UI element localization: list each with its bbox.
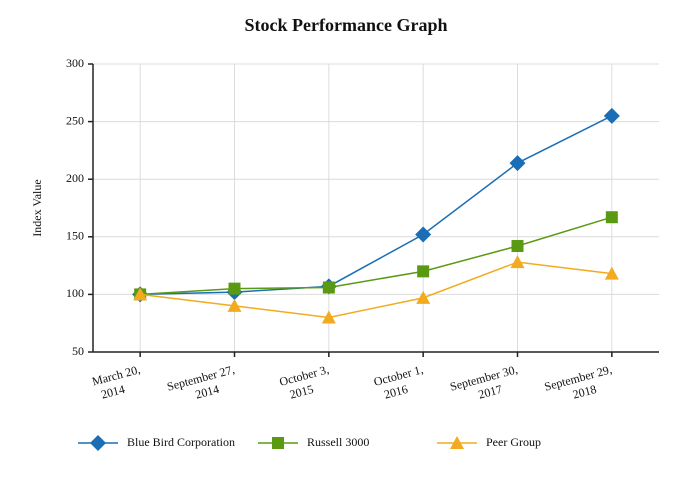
series-line bbox=[140, 216, 613, 296]
y-tick-label: 250 bbox=[66, 113, 84, 127]
marker bbox=[416, 290, 431, 304]
marker bbox=[450, 436, 464, 449]
x-tick-label: March 20,2014 bbox=[90, 362, 145, 403]
legend-label: Blue Bird Corporation bbox=[127, 435, 235, 449]
x-tick-label-line: 2017 bbox=[477, 382, 504, 402]
y-tick-label: 50 bbox=[72, 344, 84, 358]
x-tick-label-line: 2014 bbox=[194, 382, 221, 402]
x-tick-label: September 27,2014 bbox=[165, 362, 239, 408]
marker bbox=[415, 226, 432, 243]
chart-title: Stock Performance Graph bbox=[245, 15, 448, 35]
marker bbox=[272, 437, 284, 449]
marker bbox=[227, 298, 242, 312]
marker bbox=[133, 287, 148, 301]
x-tick-label: September 29,2018 bbox=[543, 362, 617, 408]
marker bbox=[603, 107, 620, 124]
series-line bbox=[140, 115, 613, 296]
x-tick-label-line: 2016 bbox=[382, 382, 409, 402]
y-tick-label: 300 bbox=[66, 56, 84, 70]
legend-label: Russell 3000 bbox=[307, 435, 369, 449]
marker bbox=[90, 435, 106, 451]
y-tick-label: 150 bbox=[66, 229, 84, 243]
marker bbox=[228, 282, 241, 295]
marker bbox=[605, 211, 618, 224]
marker bbox=[509, 155, 526, 172]
marker bbox=[321, 310, 336, 324]
x-tick-label-line: 2018 bbox=[571, 382, 598, 402]
x-tick-label-line: 2015 bbox=[288, 382, 315, 402]
x-tick-label: October 3,2015 bbox=[278, 362, 334, 403]
marker bbox=[322, 281, 335, 294]
legend-label: Peer Group bbox=[486, 435, 541, 449]
series-line bbox=[140, 261, 612, 319]
marker bbox=[604, 266, 619, 280]
x-tick-label: October 1,2016 bbox=[372, 362, 428, 403]
y-axis-label: Index Value bbox=[30, 179, 44, 236]
y-tick-label: 200 bbox=[66, 171, 84, 185]
x-tick-label: September 30,2017 bbox=[448, 362, 522, 408]
marker bbox=[417, 265, 430, 278]
marker bbox=[511, 240, 524, 253]
x-tick-label-line: 2014 bbox=[99, 382, 126, 402]
marker bbox=[510, 255, 525, 269]
y-tick-label: 100 bbox=[66, 286, 84, 300]
